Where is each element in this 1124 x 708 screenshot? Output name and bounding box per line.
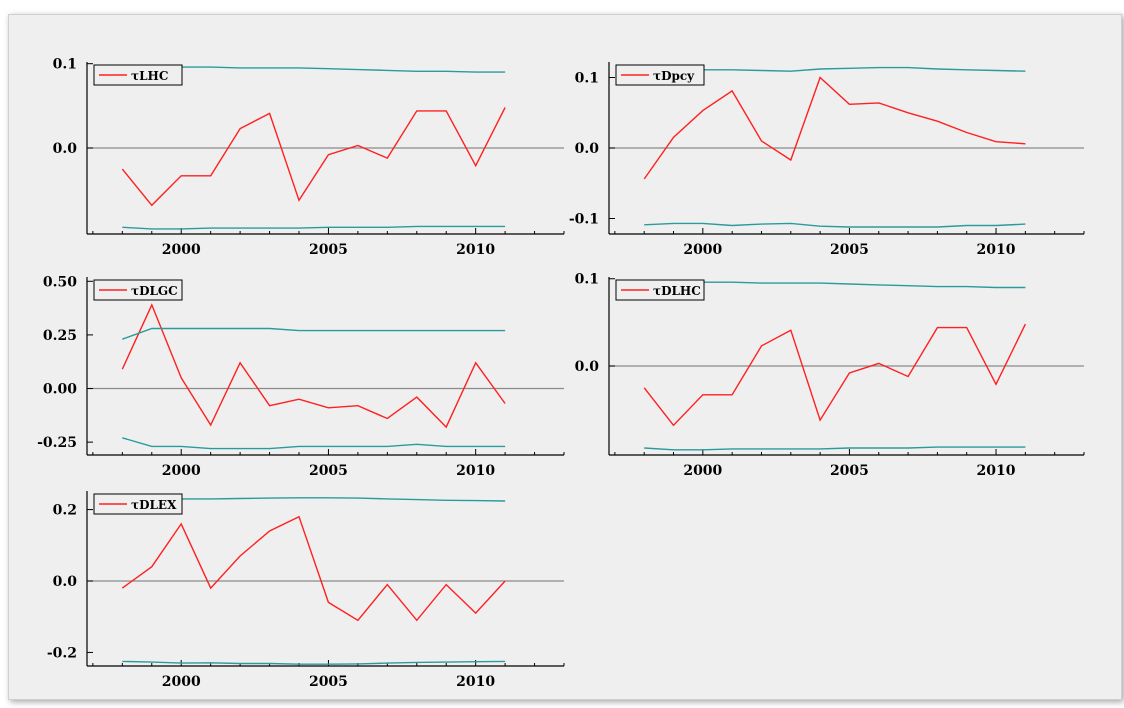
x-tick-label: 2010 — [456, 463, 495, 479]
x-tick-label: 2000 — [683, 242, 722, 258]
chart-5: 0.2 0.0 -0.2 2000 2005 2010 τDLEX — [47, 491, 565, 690]
x-tick-label: 2000 — [162, 463, 201, 479]
y-tick-label: 0.50 — [43, 274, 77, 290]
lower-band-line — [644, 446, 1026, 451]
lower-band-line — [122, 225, 506, 230]
upper-band-line — [122, 66, 506, 73]
y-tick-label: 0.0 — [53, 574, 78, 590]
lower-band-line — [122, 660, 506, 665]
estimate-line — [643, 76, 1026, 180]
x-tick-label: 2005 — [309, 242, 348, 258]
y-tick-label: 0.00 — [43, 382, 77, 398]
estimate-line — [643, 323, 1027, 427]
charts-svg: 0.1 0.0 2000 2005 2010 τLHC 0.1 0.0 -0.1 2000 2005… — [37, 57, 1085, 690]
legend: τDLGC — [93, 279, 183, 301]
y-tick-label: -0.25 — [37, 435, 77, 451]
x-tick-label: 2010 — [456, 674, 495, 690]
x-tick-label: 2005 — [830, 242, 869, 258]
estimate-line — [121, 303, 506, 429]
lower-band-line — [644, 222, 1026, 228]
legend: τDpcy — [615, 64, 705, 86]
chart-2: 0.1 0.0 -0.1 2000 2005 2010 τDpcy — [569, 62, 1085, 258]
legend-label: τLHC — [131, 69, 168, 83]
legend: τDLHC — [615, 279, 705, 301]
y-tick-label: 0.0 — [575, 141, 600, 157]
y-tick-label: 0.0 — [575, 359, 600, 375]
y-tick-label: 0.1 — [575, 71, 599, 87]
y-tick-label: 0.1 — [575, 272, 599, 288]
x-tick-label: 2000 — [162, 242, 201, 258]
y-tick-label: 0.0 — [53, 141, 78, 157]
y-tick-label: 0.1 — [53, 57, 77, 73]
x-tick-label: 2010 — [977, 463, 1016, 479]
legend-box — [93, 493, 183, 515]
legend: τLHC — [93, 64, 183, 86]
x-tick-label: 2000 — [162, 674, 201, 690]
x-tick-label: 2005 — [309, 674, 348, 690]
legend-box — [615, 279, 705, 301]
x-tick-label: 2000 — [683, 463, 722, 479]
x-tick-label: 2010 — [456, 242, 495, 258]
upper-band-line — [122, 497, 506, 502]
x-tick-label: 2010 — [977, 242, 1016, 258]
legend-box — [615, 64, 705, 86]
chart-1: 0.1 0.0 2000 2005 2010 τLHC — [53, 57, 565, 258]
legend-box — [93, 64, 183, 86]
y-tick-label: -0.1 — [569, 211, 599, 227]
lower-band-line — [122, 437, 506, 450]
legend-box — [93, 279, 183, 301]
upper-band-line — [644, 66, 1026, 72]
y-tick-label: 0.25 — [43, 328, 77, 344]
legend-label: τDpcy — [653, 69, 695, 83]
legend-label: τDLGC — [131, 284, 178, 298]
legend-label: τDLHC — [653, 284, 701, 298]
estimate-line — [121, 515, 506, 622]
y-tick-label: 0.2 — [53, 503, 77, 519]
chart-3: 0.50 0.25 0.00 -0.25 2000 2005 2010 τDLGC — [37, 274, 565, 479]
upper-band-line — [122, 327, 506, 340]
x-tick-label: 2005 — [830, 463, 869, 479]
estimate-line — [121, 107, 506, 207]
chart-4: 0.1 0.0 2000 2005 2010 τDLHC — [575, 272, 1085, 479]
legend: τDLEX — [93, 493, 183, 515]
upper-band-line — [644, 281, 1026, 289]
y-tick-label: -0.2 — [47, 645, 77, 661]
legend-label: τDLEX — [131, 498, 177, 512]
x-tick-label: 2005 — [309, 463, 348, 479]
figure-panel: 0.1 0.0 2000 2005 2010 τLHC 0.1 0.0 -0.1 2000 2005… — [8, 14, 1122, 700]
